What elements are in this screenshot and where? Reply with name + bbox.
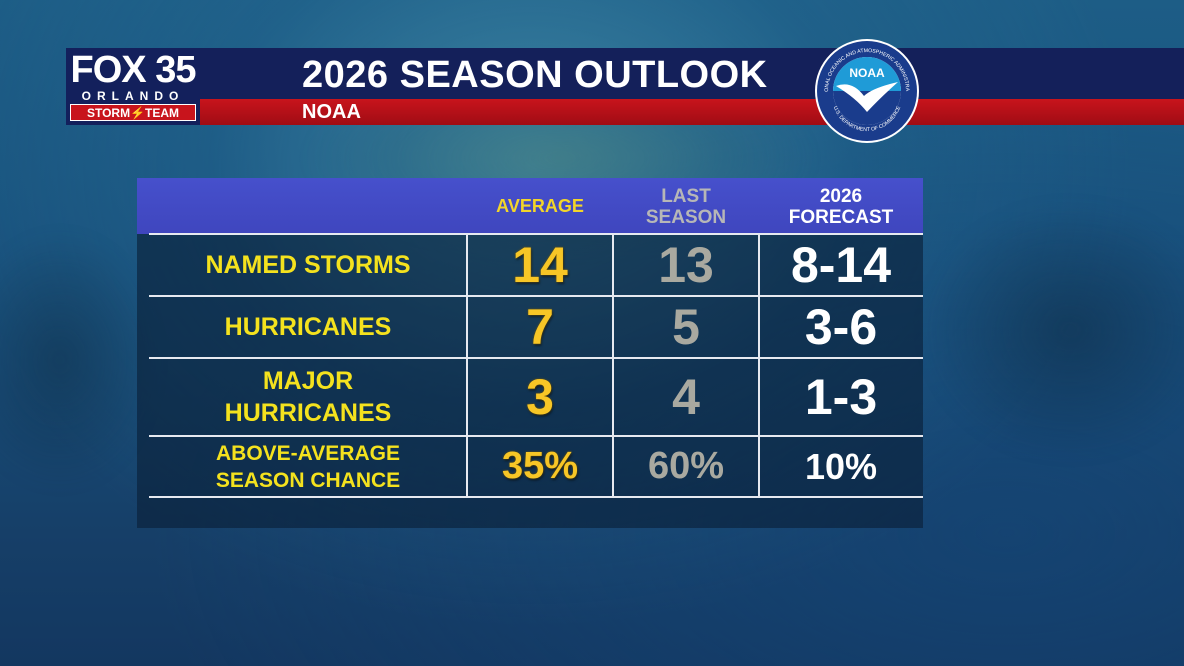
column-last-line2: SEASON [645,207,727,228]
page-subtitle: NOAA [302,101,361,123]
seal-center-text: NOAA [849,66,885,80]
cell-average: 14 [512,237,568,293]
column-forecast: 2026 FORECAST [759,186,923,228]
row-divider [149,295,923,297]
cell-average: 35% [501,445,579,487]
row-divider [149,357,923,359]
subtitle-bar [200,99,1184,125]
cell-last-season: 5 [672,299,700,355]
cell-forecast: 1-3 [804,369,878,425]
row-divider [149,233,923,235]
column-forecast-line1: 2026 [819,186,863,207]
cell-forecast: 3-6 [804,299,878,355]
logo-city-text: ORLANDO [81,89,185,103]
logo-team-text: STORM⚡TEAM [70,104,196,121]
table-header [137,178,923,234]
column-divider [758,234,760,498]
cell-last-season: 60% [647,445,725,487]
cell-last-season: 13 [658,237,714,293]
column-forecast-line2: FORECAST [788,207,894,228]
logo-fox-text: FOX 35 [70,49,197,91]
column-average: AVERAGE [496,196,584,216]
noaa-seal-icon: NOAA NATIONAL OCEANIC AND ATMOSPHERIC AD… [814,38,919,143]
background-trees-right [920,200,1184,460]
title-bar [200,48,1184,99]
cell-last-season: 4 [672,369,700,425]
outlook-table: AVERAGE LAST SEASON 2026 FORECAST NAMED … [137,178,923,528]
cell-average: 7 [526,299,554,355]
row-label-above-average-chance: ABOVE-AVERAGE SEASON CHANCE [215,441,401,492]
row-label-hurricanes: HURRICANES [224,312,392,341]
row-label-named-storms: NAMED STORMS [205,250,411,279]
column-divider [466,234,468,498]
row-divider [149,496,923,498]
column-divider [612,234,614,498]
cell-forecast: 10% [804,445,878,487]
station-logo: FOX 35 ORLANDO STORM⚡TEAM [66,48,200,125]
row-divider [149,435,923,437]
cell-average: 3 [526,369,554,425]
column-last-season: LAST SEASON [613,186,759,228]
background-trees-left [0,230,160,490]
page-title: 2026 SEASON OUTLOOK [302,54,768,96]
row-label-major-hurricanes: MAJOR HURRICANES [224,367,392,427]
cell-forecast: 8-14 [790,237,892,293]
column-last-line1: LAST [661,186,711,207]
